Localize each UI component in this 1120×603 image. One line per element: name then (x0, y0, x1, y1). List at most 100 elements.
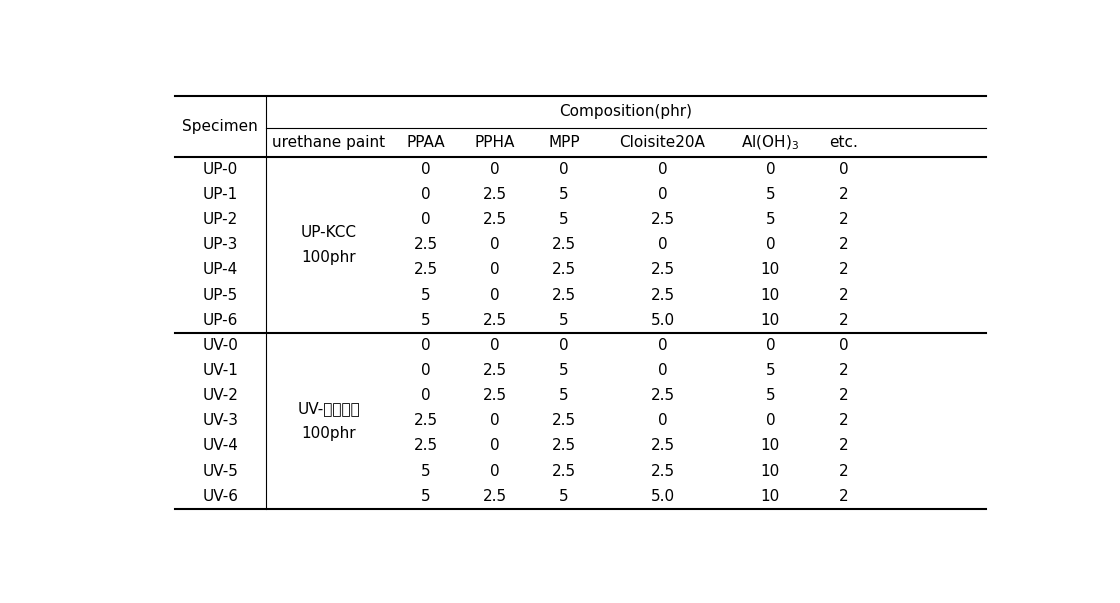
Text: 2: 2 (839, 288, 848, 303)
Text: urethane paint: urethane paint (272, 135, 385, 150)
Text: 0: 0 (559, 162, 569, 177)
Text: 0: 0 (491, 413, 500, 428)
Text: 2.5: 2.5 (552, 238, 576, 252)
Text: 0: 0 (559, 338, 569, 353)
Text: UP-5: UP-5 (203, 288, 237, 303)
Text: PPHA: PPHA (475, 135, 515, 150)
Text: UP-6: UP-6 (203, 313, 237, 328)
Text: Specimen: Specimen (183, 119, 258, 134)
Text: 10: 10 (760, 464, 780, 479)
Text: 5: 5 (559, 212, 569, 227)
Text: 2.5: 2.5 (651, 464, 674, 479)
Text: 0: 0 (421, 338, 431, 353)
Text: 5: 5 (766, 187, 775, 202)
Text: 0: 0 (657, 363, 668, 378)
Text: 2.5: 2.5 (651, 388, 674, 403)
Text: 5: 5 (766, 388, 775, 403)
Text: UV-건설화학
100phr: UV-건설화학 100phr (297, 401, 360, 441)
Text: 5: 5 (421, 489, 431, 504)
Text: 2.5: 2.5 (651, 288, 674, 303)
Text: 0: 0 (657, 413, 668, 428)
Text: 10: 10 (760, 438, 780, 453)
Text: UP-3: UP-3 (203, 238, 237, 252)
Text: 2: 2 (839, 262, 848, 277)
Text: 0: 0 (766, 162, 775, 177)
Text: 0: 0 (491, 162, 500, 177)
Text: 10: 10 (760, 288, 780, 303)
Text: 2.5: 2.5 (414, 238, 438, 252)
Text: 5: 5 (421, 313, 431, 328)
Text: 5: 5 (421, 464, 431, 479)
Text: 2.5: 2.5 (552, 262, 576, 277)
Text: 2: 2 (839, 363, 848, 378)
Text: Cloisite20A: Cloisite20A (619, 135, 706, 150)
Text: 10: 10 (760, 313, 780, 328)
Text: etc.: etc. (829, 135, 858, 150)
Text: 0: 0 (657, 162, 668, 177)
Text: 2: 2 (839, 388, 848, 403)
Text: 2.5: 2.5 (483, 388, 507, 403)
Text: 2.5: 2.5 (414, 438, 438, 453)
Text: UV-5: UV-5 (203, 464, 239, 479)
Text: 2.5: 2.5 (651, 262, 674, 277)
Text: UV-2: UV-2 (203, 388, 239, 403)
Text: 0: 0 (657, 187, 668, 202)
Text: 2.5: 2.5 (483, 212, 507, 227)
Text: 2.5: 2.5 (552, 288, 576, 303)
Text: 2: 2 (839, 464, 848, 479)
Text: 5: 5 (559, 313, 569, 328)
Text: 2: 2 (839, 187, 848, 202)
Text: 2.5: 2.5 (552, 438, 576, 453)
Text: 0: 0 (766, 338, 775, 353)
Text: 0: 0 (491, 262, 500, 277)
Text: 0: 0 (766, 238, 775, 252)
Text: 0: 0 (421, 162, 431, 177)
Text: 2.5: 2.5 (414, 413, 438, 428)
Text: UV-3: UV-3 (203, 413, 239, 428)
Text: 0: 0 (421, 212, 431, 227)
Text: UV-1: UV-1 (203, 363, 239, 378)
Text: 5: 5 (559, 363, 569, 378)
Text: 5: 5 (421, 288, 431, 303)
Text: 2.5: 2.5 (414, 262, 438, 277)
Text: 2.5: 2.5 (483, 313, 507, 328)
Text: UP-1: UP-1 (203, 187, 237, 202)
Text: UP-2: UP-2 (203, 212, 237, 227)
Text: UV-0: UV-0 (203, 338, 239, 353)
Text: Composition(phr): Composition(phr) (560, 104, 692, 119)
Text: PPAA: PPAA (407, 135, 446, 150)
Text: MPP: MPP (548, 135, 580, 150)
Text: 2.5: 2.5 (651, 212, 674, 227)
Text: 2: 2 (839, 413, 848, 428)
Text: 5.0: 5.0 (651, 313, 674, 328)
Text: 2.5: 2.5 (552, 464, 576, 479)
Text: 2: 2 (839, 212, 848, 227)
Text: 0: 0 (839, 162, 848, 177)
Text: 2.5: 2.5 (483, 187, 507, 202)
Text: 10: 10 (760, 489, 780, 504)
Text: UV-6: UV-6 (203, 489, 239, 504)
Text: 5: 5 (766, 212, 775, 227)
Text: 0: 0 (491, 288, 500, 303)
Text: 0: 0 (421, 388, 431, 403)
Text: 0: 0 (766, 413, 775, 428)
Text: 2.5: 2.5 (552, 413, 576, 428)
Text: 0: 0 (491, 238, 500, 252)
Text: 0: 0 (421, 363, 431, 378)
Text: 0: 0 (839, 338, 848, 353)
Text: 0: 0 (657, 238, 668, 252)
Text: UP-4: UP-4 (203, 262, 237, 277)
Text: 2.5: 2.5 (483, 489, 507, 504)
Text: 5: 5 (559, 489, 569, 504)
Text: UP-KCC
100phr: UP-KCC 100phr (300, 225, 356, 265)
Text: 2: 2 (839, 489, 848, 504)
Text: 10: 10 (760, 262, 780, 277)
Text: UP-0: UP-0 (203, 162, 237, 177)
Text: 0: 0 (421, 187, 431, 202)
Text: 2: 2 (839, 438, 848, 453)
Text: Al(OH)$_3$: Al(OH)$_3$ (741, 133, 800, 152)
Text: 0: 0 (491, 438, 500, 453)
Text: UV-4: UV-4 (203, 438, 239, 453)
Text: 5: 5 (766, 363, 775, 378)
Text: 5: 5 (559, 388, 569, 403)
